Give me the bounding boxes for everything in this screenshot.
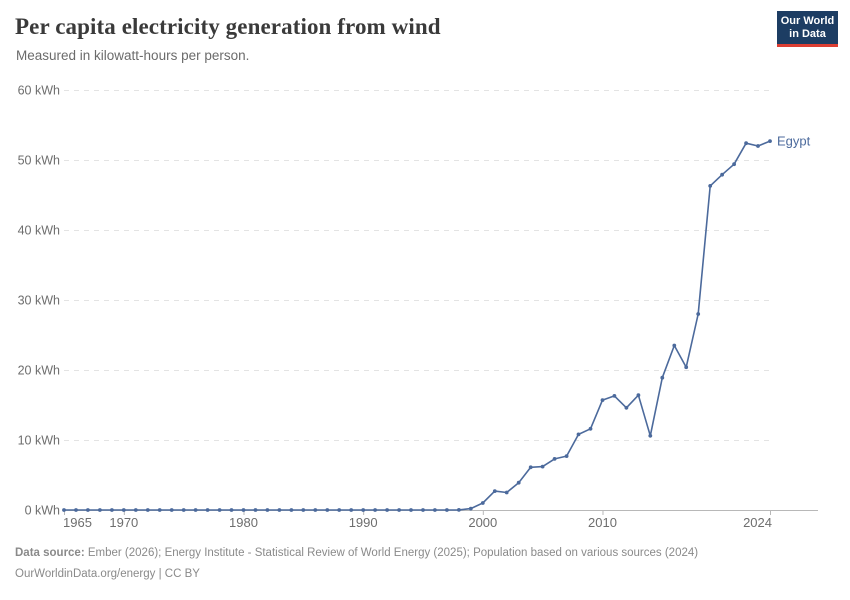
data-point [696,312,701,316]
y-tick-label: 20 kWh [18,364,60,378]
y-tick-label: 50 kWh [18,154,60,168]
data-point [313,508,318,512]
data-point [157,508,162,512]
data-point [648,433,653,438]
data-point [433,508,437,512]
data-point [708,184,713,188]
data-point [241,508,246,512]
gridlines [64,90,770,441]
series-label-egypt[interactable]: Egypt [777,134,811,149]
data-point [337,508,342,512]
data-point [600,398,605,402]
data-point [516,480,521,485]
data-point [385,508,389,512]
data-point [636,393,641,398]
data-point [588,426,593,431]
data-point [397,508,401,512]
x-tick-label: 2010 [588,515,617,530]
data-source-label: Data source: [15,547,85,559]
x-tick-label: 1980 [229,515,258,530]
data-point [121,508,126,512]
y-tick-label: 40 kWh [18,224,60,238]
data-point [624,405,629,410]
y-tick-label: 60 kWh [18,84,60,98]
data-point [110,508,114,512]
data-point [540,464,545,469]
data-point [564,454,569,458]
data-point [301,508,306,512]
data-point [74,508,78,512]
data-point [349,508,354,512]
data-point [612,394,617,398]
data-point [457,508,461,512]
owid-logo-line2: in Data [789,27,826,40]
x-tick-label: 1965 [63,515,92,530]
data-point [492,489,497,493]
data-point [756,144,760,148]
y-tick-label: 10 kWh [18,434,60,448]
data-point [576,432,581,437]
x-tick-label: 1990 [349,515,378,530]
page-title: Per capita electricity generation from w… [15,14,441,39]
data-point [169,508,174,512]
data-point [325,508,330,512]
data-point [684,365,689,370]
data-point [133,508,138,512]
data-point [98,508,102,512]
data-point [86,508,90,512]
data-point [672,343,677,348]
data-point [265,508,270,512]
chart-subtitle: Measured in kilowatt-hours per person. [16,48,250,63]
data-point [768,139,772,144]
data-source-text: Ember (2026); Energy Institute - Statist… [84,547,699,559]
data-point [289,508,294,512]
y-axis-labels: 0 kWh 10 kWh 20 kWh 30 kWh 40 kWh 50 kWh 60 kW… [18,84,60,518]
data-point [145,508,150,512]
owid-logo-line1: Our World [780,14,835,27]
data-point [552,457,557,461]
y-tick-label: 0 kWh [25,504,60,518]
data-source-line: Data source: Ember (2026); Energy Instit… [15,543,835,564]
x-tick-label: 1970 [109,515,138,530]
data-point [205,508,210,512]
data-point [421,508,425,512]
data-point [660,375,665,380]
data-point [229,508,234,512]
y-tick-label: 30 kWh [18,294,60,308]
owid-logo[interactable]: Our World in Data [777,11,838,47]
footer-license-line: OurWorldinData.org/energy | CC BY [15,568,200,580]
x-tick-label: 2000 [468,515,497,530]
data-point [528,465,533,470]
series-markers [62,139,772,512]
data-point [409,508,413,512]
data-point [217,508,222,512]
data-point [62,508,66,512]
chart-footer: Data source: Ember (2026); Energy Instit… [15,543,835,585]
data-point [373,508,377,512]
data-point [468,506,473,511]
data-point [277,508,282,512]
data-point [732,162,736,167]
x-axis-labels: 1965 1970 1980 1990 2000 2010 2024 [63,515,772,530]
data-point [181,508,186,512]
data-point [253,508,258,512]
data-point [480,501,485,505]
data-point [720,172,724,177]
data-point [504,490,509,495]
data-point [744,141,748,146]
data-point [361,508,366,512]
data-point [193,508,198,512]
x-tick-label: 2024 [743,515,772,530]
data-point [445,508,449,512]
series-line-egypt[interactable] [63,140,771,511]
